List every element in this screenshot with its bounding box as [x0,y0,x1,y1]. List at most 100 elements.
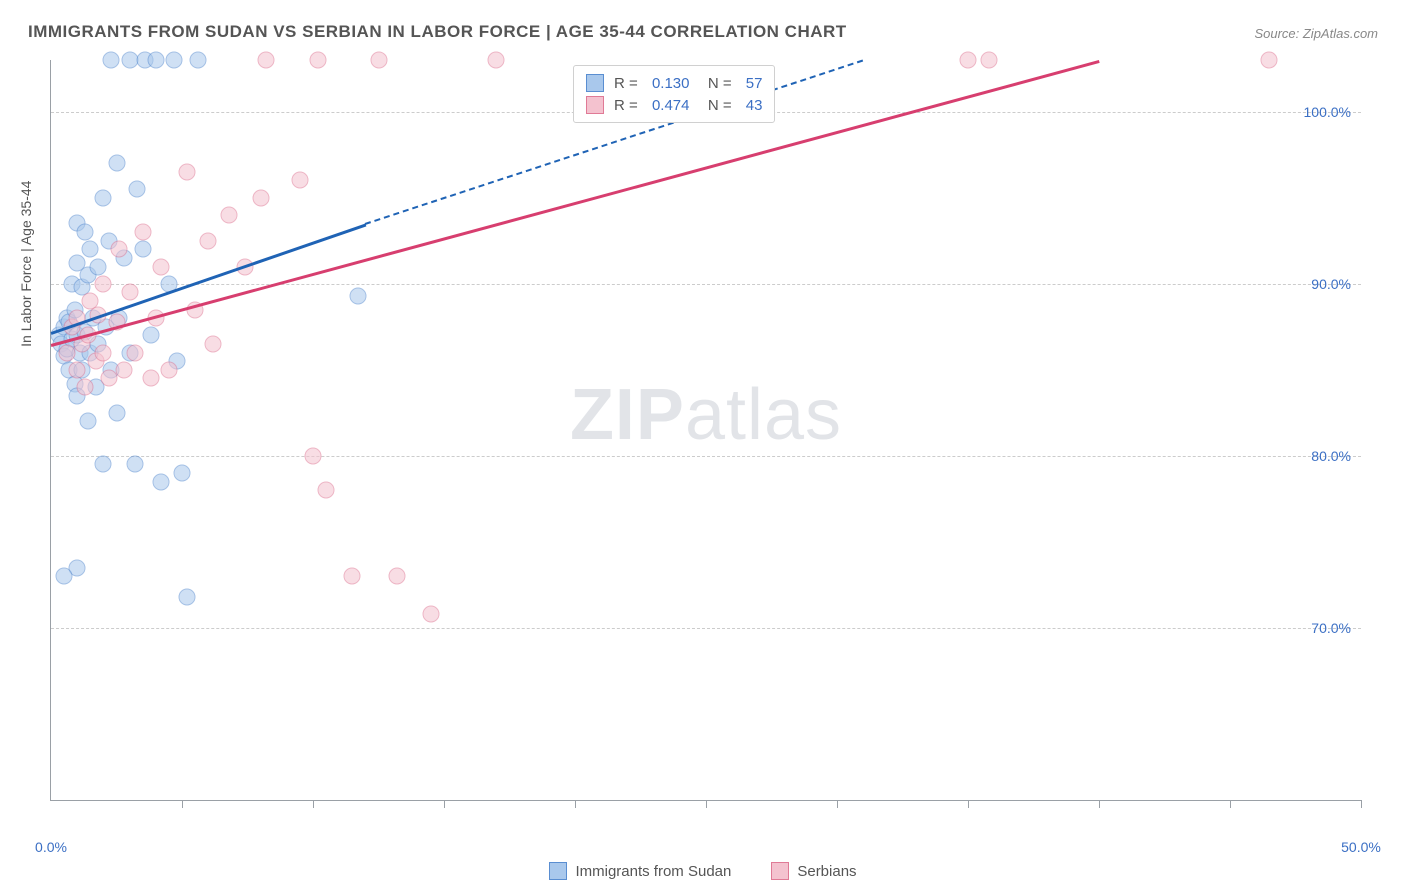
scatter-point [126,456,143,473]
stats-R-label: R = [614,75,642,92]
scatter-point [153,258,170,275]
scatter-point [142,370,159,387]
stats-swatch [586,74,604,92]
x-tick [444,800,445,808]
watermark-zip: ZIP [570,375,685,455]
scatter-point [179,588,196,605]
scatter-point [488,52,505,69]
legend-item-sudan: Immigrants from Sudan [549,862,731,880]
x-tick [575,800,576,808]
scatter-point [344,568,361,585]
scatter-point [95,275,112,292]
scatter-point [370,52,387,69]
scatter-point [305,447,322,464]
scatter-point [252,189,269,206]
scatter-point [318,482,335,499]
scatter-point [95,344,112,361]
bottom-legend: Immigrants from Sudan Serbians [0,862,1406,880]
scatter-point [147,52,164,69]
stats-R-label: R = [614,97,642,114]
scatter-point [108,155,125,172]
scatter-point [257,52,274,69]
x-tick [706,800,707,808]
scatter-point [205,335,222,352]
stats-N-label: N = [699,97,735,114]
scatter-point [82,241,99,258]
scatter-point [69,361,86,378]
scatter-point [79,413,96,430]
y-tick-label: 90.0% [1311,276,1351,292]
scatter-point [960,52,977,69]
watermark: ZIPatlas [570,374,842,456]
scatter-point [388,568,405,585]
watermark-atlas: atlas [685,375,842,455]
scatter-point [310,52,327,69]
scatter-point [174,465,191,482]
scatter-point [77,378,94,395]
scatter-point [121,52,138,69]
legend-label-serbians: Serbians [797,863,856,880]
scatter-point [166,52,183,69]
scatter-point [116,361,133,378]
scatter-point [422,606,439,623]
scatter-point [121,284,138,301]
stats-R-value: 0.130 [652,75,690,92]
scatter-point [95,456,112,473]
scatter-point [108,404,125,421]
scatter-point [189,52,206,69]
scatter-point [980,52,997,69]
x-tick-label: 0.0% [35,839,67,855]
plot-area: ZIPatlas 70.0%80.0%90.0%100.0%0.0%50.0% [50,60,1361,801]
y-axis-label: In Labor Force | Age 35-44 [18,181,34,347]
stats-R-value: 0.474 [652,97,690,114]
gridline [51,628,1361,629]
scatter-point [126,344,143,361]
scatter-point [95,189,112,206]
stats-row: R = 0.474 N = 43 [586,94,762,116]
stats-swatch [586,96,604,114]
x-tick-label: 50.0% [1341,839,1381,855]
scatter-point [134,224,151,241]
x-tick [313,800,314,808]
scatter-point [179,163,196,180]
legend-item-serbians: Serbians [771,862,856,880]
scatter-point [56,568,73,585]
stats-box: R = 0.130 N = 57R = 0.474 N = 43 [573,65,775,123]
scatter-point [153,473,170,490]
y-tick-label: 100.0% [1304,104,1351,120]
x-tick [968,800,969,808]
scatter-point [129,181,146,198]
gridline [51,284,1361,285]
source-attribution: Source: ZipAtlas.com [1254,26,1378,41]
scatter-point [291,172,308,189]
chart-title: IMMIGRANTS FROM SUDAN VS SERBIAN IN LABO… [28,22,847,42]
y-tick-label: 70.0% [1311,620,1351,636]
scatter-point [134,241,151,258]
x-tick [837,800,838,808]
legend-label-sudan: Immigrants from Sudan [575,863,731,880]
stats-N-value: 57 [746,75,763,92]
legend-swatch-sudan [549,862,567,880]
x-tick [1230,800,1231,808]
scatter-point [349,287,366,304]
scatter-point [160,361,177,378]
gridline [51,456,1361,457]
scatter-point [200,232,217,249]
scatter-point [1261,52,1278,69]
x-tick [182,800,183,808]
y-tick-label: 80.0% [1311,448,1351,464]
scatter-point [100,370,117,387]
stats-row: R = 0.130 N = 57 [586,72,762,94]
scatter-point [142,327,159,344]
scatter-point [77,224,94,241]
scatter-point [58,344,75,361]
scatter-point [90,258,107,275]
scatter-point [221,206,238,223]
stats-N-label: N = [699,75,735,92]
stats-N-value: 43 [746,97,763,114]
x-tick [1361,800,1362,808]
scatter-point [103,52,120,69]
scatter-point [111,241,128,258]
legend-swatch-serbians [771,862,789,880]
x-tick [1099,800,1100,808]
